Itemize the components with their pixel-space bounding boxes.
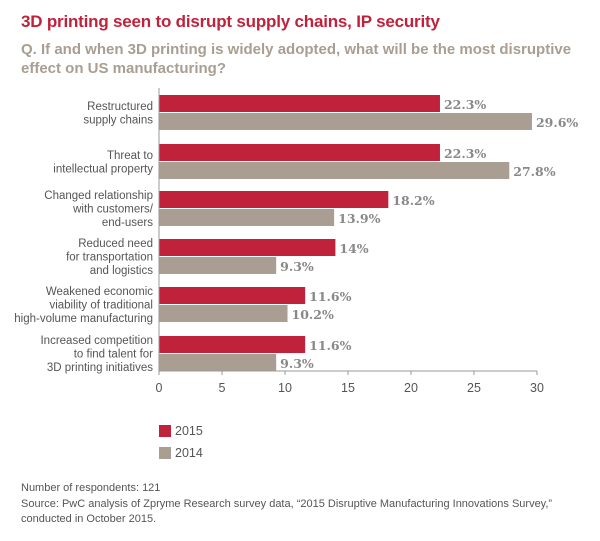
value-label-2014-6: 9.3% xyxy=(280,356,314,371)
bar-2015-5 xyxy=(159,287,306,304)
bar-2014-1 xyxy=(159,113,532,130)
bar-2014-5 xyxy=(159,305,288,322)
value-label-2015-2: 22.3% xyxy=(444,146,486,161)
bar-2014-6 xyxy=(159,354,277,371)
value-label-2014-5: 10.2% xyxy=(292,307,334,322)
value-label-2014-3: 13.9% xyxy=(338,211,380,226)
value-label-2015-3: 18.2% xyxy=(392,193,434,208)
bar-2015-3 xyxy=(159,191,389,208)
value-label-2015-5: 11.6% xyxy=(309,289,351,304)
legend-label-2015: 2015 xyxy=(175,424,203,438)
bar-chart: 22.3% 29.6% Restructured supply chains 22.3%… xyxy=(14,88,578,395)
bar-2015-2 xyxy=(159,144,440,161)
x-tick-label-20: 20 xyxy=(404,381,418,395)
category-label-3: Changed relationship with customers/end-u… xyxy=(44,190,153,229)
bar-2014-3 xyxy=(159,209,335,226)
category-label-5: Weakened economic viability of traditiona… xyxy=(14,286,153,325)
value-label-2014-2: 27.8% xyxy=(513,164,555,179)
category-label-2: Threat to intellectual property xyxy=(53,150,153,176)
legend-item-2015: 2015 xyxy=(159,424,203,438)
legend-label-2014: 2014 xyxy=(175,446,203,460)
value-label-2014-4: 9.3% xyxy=(280,259,314,274)
bar-2015-4 xyxy=(159,239,336,256)
x-tick-label-30: 30 xyxy=(530,381,544,395)
bar-2014-2 xyxy=(159,162,510,179)
bar-2015-6 xyxy=(159,336,306,353)
respondents-note: Number of respondents: 121 xyxy=(21,482,161,494)
value-label-2015-4: 14% xyxy=(339,241,368,256)
x-tick-label-15: 15 xyxy=(341,381,355,395)
x-tick-label-25: 25 xyxy=(467,381,481,395)
x-tick-label-5: 5 xyxy=(219,381,226,395)
value-label-2014-1: 29.6% xyxy=(536,115,578,130)
x-tick-label-10: 10 xyxy=(278,381,292,395)
x-tick-label-0: 0 xyxy=(156,381,163,395)
legend-item-2014: 2014 xyxy=(159,446,203,460)
source-note: Source: PwC analysis of Zpryme Research … xyxy=(21,498,553,525)
legend-swatch-2015 xyxy=(159,425,171,437)
survey-question: Q. If and when 3D printing is widely ado… xyxy=(21,41,572,77)
bar-2014-4 xyxy=(159,257,277,274)
category-label-4: Reduced need for transportation and logist… xyxy=(66,238,153,277)
bar-2015-1 xyxy=(159,95,440,112)
value-label-2015-6: 11.6% xyxy=(309,338,351,353)
chart-title: 3D printing seen to disrupt supply chain… xyxy=(21,12,440,31)
value-label-2015-1: 22.3% xyxy=(444,97,486,112)
category-label-1: Restructured supply chains xyxy=(83,101,153,127)
legend-swatch-2014 xyxy=(159,447,171,459)
category-label-6: Increased competition to find talent for 3… xyxy=(40,335,153,374)
